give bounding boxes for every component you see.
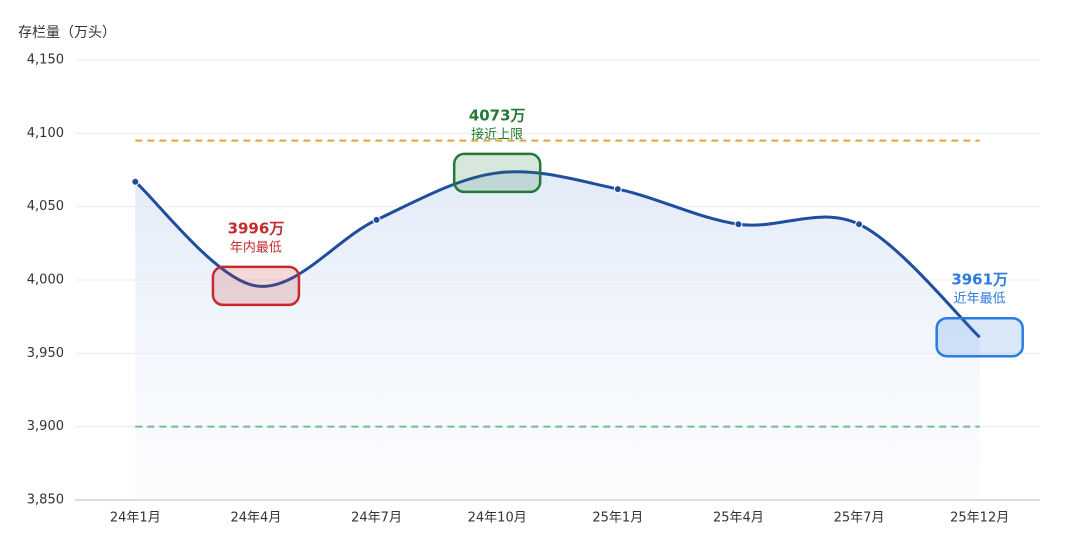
highlight-box: [935, 316, 1024, 358]
value-label: 3996万: [228, 219, 285, 237]
x-tick-label: 25年7月: [834, 511, 885, 526]
y-tick-label: 4,000: [27, 273, 64, 288]
point: [855, 220, 864, 229]
highlight-box: [452, 152, 542, 194]
line: [134, 170, 981, 339]
y-tick-label: 3,900: [27, 419, 64, 434]
area: [135, 171, 980, 500]
x-tick-label: 25年1月: [592, 511, 643, 526]
y-axis-title: 存栏量（万头）: [18, 25, 116, 41]
x-tick-label: 24年1月: [110, 511, 161, 526]
point: [734, 220, 743, 229]
y-tick-label: 4,050: [27, 199, 64, 214]
x-tick-label: 25年4月: [713, 511, 764, 526]
x-tick-label: 24年4月: [231, 511, 282, 526]
annotation: 年内最低: [230, 239, 282, 255]
annotation: 近年最低: [954, 292, 1006, 307]
y-tick-label: 3,850: [27, 493, 64, 508]
highlight-box: [211, 265, 301, 307]
value-label: 3961万: [951, 271, 1008, 289]
x-tick-label: 24年7月: [351, 511, 402, 526]
y-tick-label: 4,150: [27, 53, 64, 68]
point: [131, 177, 140, 186]
y-tick-label: 3,950: [27, 346, 64, 361]
annotation: 接近上限: [471, 126, 523, 142]
y-tick-label: 4,100: [27, 126, 64, 141]
x-tick-label: 24年10月: [468, 511, 527, 526]
x-tick-label: 25年12月: [950, 511, 1009, 526]
point: [372, 215, 381, 224]
point: [613, 185, 622, 194]
value-label: 4073万: [469, 106, 526, 124]
